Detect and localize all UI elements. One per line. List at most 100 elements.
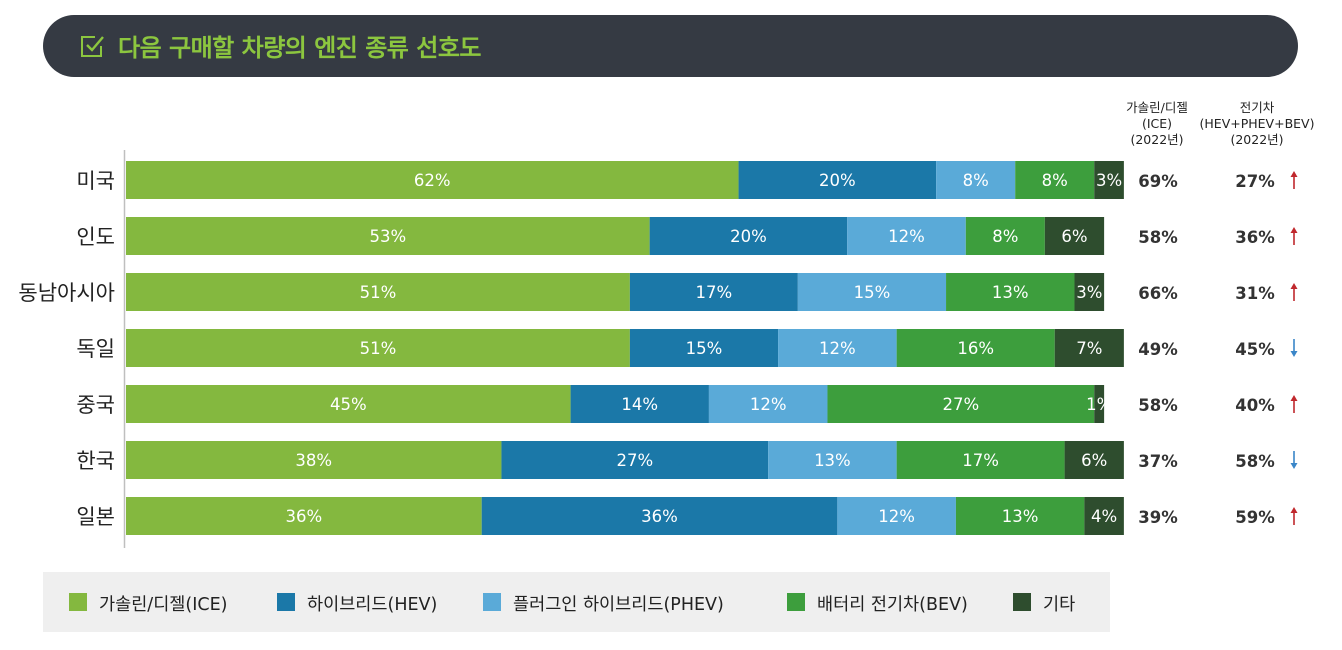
legend-swatch-other bbox=[1013, 593, 1031, 611]
ice-2022-value: 49% bbox=[1138, 340, 1178, 359]
trend-up-arrowhead bbox=[1290, 395, 1298, 401]
trend-up-arrowhead bbox=[1290, 507, 1298, 513]
data-label-ice: 62% bbox=[414, 171, 451, 190]
category-label: 중국 bbox=[76, 393, 115, 417]
bar-hev bbox=[629, 329, 779, 367]
trend-down-arrowhead bbox=[1290, 351, 1298, 357]
data-label-hev: 17% bbox=[696, 283, 733, 302]
bar-ice bbox=[126, 385, 571, 423]
ev-2022-value: 27% bbox=[1235, 172, 1275, 191]
data-label-bev: 27% bbox=[943, 395, 980, 414]
bar-ice bbox=[126, 441, 502, 479]
category-label: 독일 bbox=[76, 337, 115, 361]
data-label-phev: 12% bbox=[819, 339, 856, 358]
legend-label-ice: 가솔린/디젤(ICE) bbox=[99, 595, 228, 615]
data-label-bev: 17% bbox=[962, 451, 999, 470]
ice-2022-header: 가솔린/디젤 (ICE) (2022년) bbox=[1126, 100, 1188, 147]
stacked-bar-chart: 미국 62% 20% 8% 8% 3% 69% 27% 인도 53% 20% 12% 8% 6% 58% 36… bbox=[18, 150, 1298, 548]
data-label-other: 6% bbox=[1081, 451, 1107, 470]
bar-bev bbox=[965, 217, 1045, 255]
data-label-ice: 53% bbox=[369, 227, 406, 246]
ice-2022-value: 58% bbox=[1138, 396, 1178, 415]
ice-2022-value: 66% bbox=[1138, 284, 1178, 303]
bar-bev bbox=[1015, 161, 1095, 199]
category-label: 일본 bbox=[76, 505, 115, 529]
bar-hev bbox=[629, 273, 798, 311]
bar-phev bbox=[936, 161, 1016, 199]
bar-bev bbox=[827, 385, 1095, 423]
data-label-phev: 13% bbox=[814, 451, 851, 470]
bar-other bbox=[1094, 161, 1124, 199]
chart-title: 다음 구매할 차량의 엔진 종류 선호도 bbox=[118, 34, 481, 62]
ev-2022-value: 31% bbox=[1235, 284, 1275, 303]
legend-label-phev: 플러그인 하이브리드(PHEV) bbox=[513, 595, 724, 615]
data-label-phev: 12% bbox=[888, 227, 925, 246]
data-label-phev: 8% bbox=[963, 171, 989, 190]
data-label-other: 4% bbox=[1091, 507, 1117, 526]
bar-other bbox=[1044, 217, 1105, 255]
bar-phev bbox=[768, 441, 897, 479]
legend-swatch-ice bbox=[69, 593, 87, 611]
data-label-phev: 12% bbox=[878, 507, 915, 526]
bar-other bbox=[1054, 329, 1124, 367]
data-label-hev: 15% bbox=[686, 339, 723, 358]
data-label-hev: 27% bbox=[616, 451, 653, 470]
bar-ice bbox=[126, 497, 482, 535]
data-label-phev: 15% bbox=[854, 283, 891, 302]
data-label-ice: 51% bbox=[360, 283, 397, 302]
bar-hev bbox=[501, 441, 769, 479]
data-label-bev: 13% bbox=[1002, 507, 1039, 526]
bar-other bbox=[1074, 273, 1105, 311]
data-label-hev: 36% bbox=[641, 507, 678, 526]
data-label-ice: 38% bbox=[295, 451, 332, 470]
bar-ice bbox=[126, 161, 739, 199]
category-label: 동남아시아 bbox=[18, 281, 115, 305]
legend-swatch-hev bbox=[277, 593, 295, 611]
data-label-hev: 20% bbox=[730, 227, 767, 246]
trend-up-arrowhead bbox=[1290, 283, 1298, 289]
data-label-hev: 14% bbox=[621, 395, 658, 414]
data-label-other: 7% bbox=[1076, 339, 1102, 358]
bar-ice bbox=[126, 273, 630, 311]
category-label: 한국 bbox=[76, 449, 115, 473]
ev-2022-value: 36% bbox=[1235, 228, 1275, 247]
bar-other bbox=[1064, 441, 1124, 479]
legend-swatch-phev bbox=[483, 593, 501, 611]
ev-2022-value: 45% bbox=[1235, 340, 1275, 359]
ice-2022-value: 37% bbox=[1138, 452, 1178, 471]
data-label-other: 3% bbox=[1076, 283, 1102, 302]
bar-ice bbox=[126, 217, 650, 255]
legend-label-other: 기타 bbox=[1043, 595, 1076, 615]
bar-other bbox=[1084, 497, 1124, 535]
data-label-ice: 45% bbox=[330, 395, 367, 414]
data-label-phev: 12% bbox=[750, 395, 787, 414]
bar-phev bbox=[708, 385, 828, 423]
bar-bev bbox=[955, 497, 1085, 535]
data-label-bev: 8% bbox=[1042, 171, 1068, 190]
data-label-ice: 51% bbox=[360, 339, 397, 358]
data-label-bev: 8% bbox=[992, 227, 1018, 246]
bar-phev bbox=[797, 273, 947, 311]
ev-2022-header: 전기차 (HEV+PHEV+BEV) (2022년) bbox=[1199, 100, 1315, 147]
bar-phev bbox=[847, 217, 966, 255]
bar-bev bbox=[946, 273, 1075, 311]
title-banner: 다음 구매할 차량의 엔진 종류 선호도 bbox=[43, 15, 1298, 77]
bar-hev bbox=[481, 497, 838, 535]
ev-2022-value: 58% bbox=[1235, 452, 1275, 471]
data-label-ice: 36% bbox=[285, 507, 322, 526]
bar-phev bbox=[778, 329, 897, 367]
trend-up-arrowhead bbox=[1290, 171, 1298, 177]
legend-label-hev: 하이브리드(HEV) bbox=[307, 595, 438, 615]
bar-hev bbox=[738, 161, 937, 199]
ice-2022-value: 39% bbox=[1138, 508, 1178, 527]
data-label-other: 3% bbox=[1096, 171, 1122, 190]
bar-hev bbox=[570, 385, 709, 423]
checkbox-icon bbox=[81, 36, 104, 57]
bar-bev bbox=[896, 441, 1065, 479]
data-label-hev: 20% bbox=[819, 171, 856, 190]
category-label: 미국 bbox=[76, 169, 115, 193]
bar-phev bbox=[837, 497, 956, 535]
ev-2022-value: 59% bbox=[1235, 508, 1275, 527]
bar-bev bbox=[896, 329, 1055, 367]
data-label-bev: 13% bbox=[992, 283, 1029, 302]
